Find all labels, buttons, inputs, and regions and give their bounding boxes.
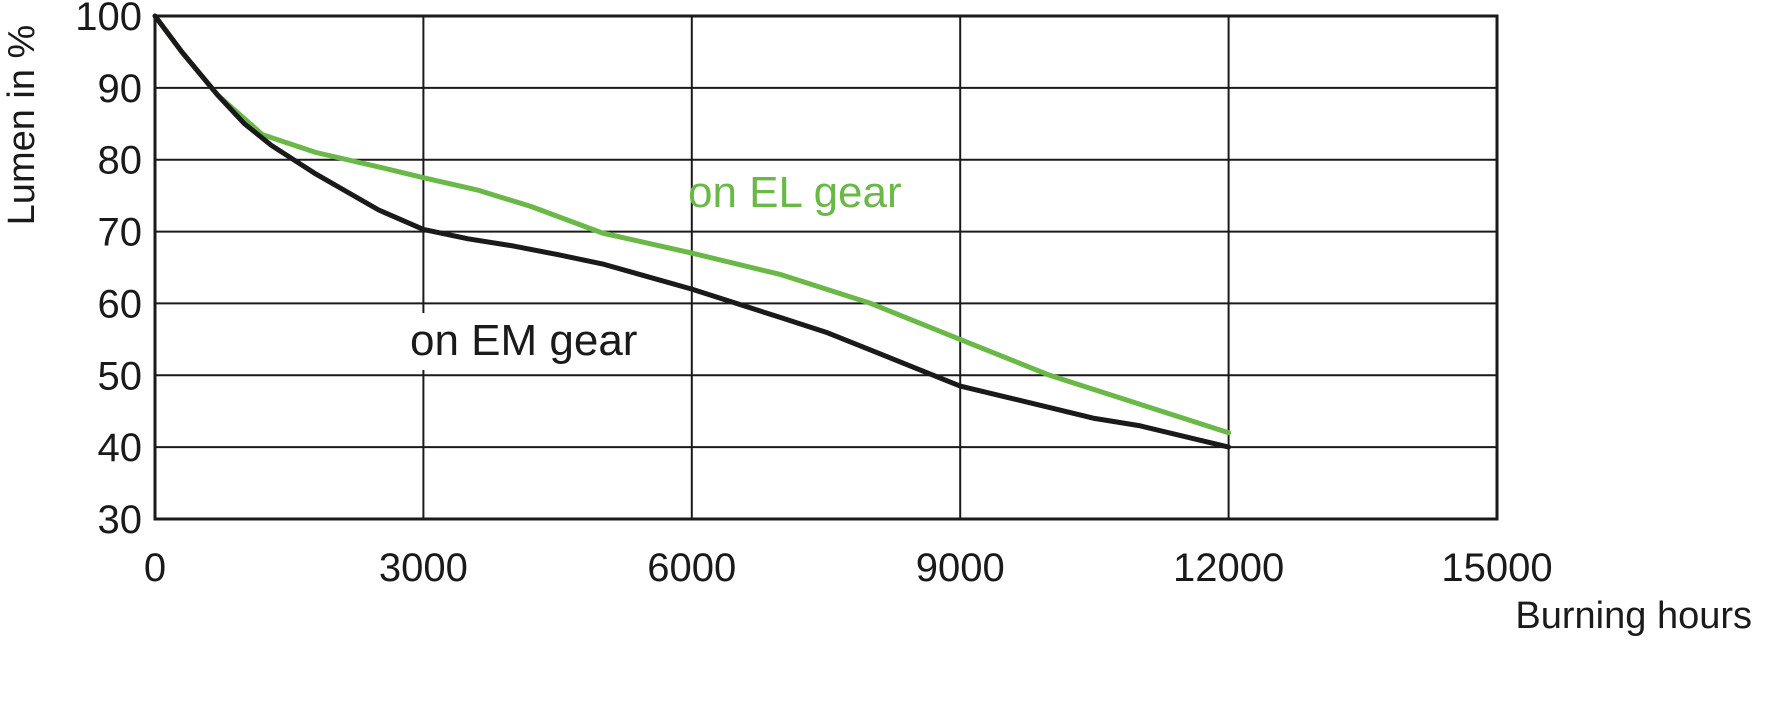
y-tick-label: 80	[98, 139, 143, 183]
axis-ticks: 30 40 50 60 70 80 90 100 0 3000 6000 9000 12000 15000	[75, 0, 1552, 590]
series-label-em-gear: on EM gear	[410, 316, 637, 365]
x-tick-label: 0	[144, 546, 166, 590]
grid-lines	[155, 16, 1497, 519]
y-axis-title: Lumen in %	[1, 25, 43, 226]
y-tick-label: 40	[98, 426, 143, 470]
y-tick-label: 60	[98, 282, 143, 326]
series-label-el-gear: on EL gear	[688, 168, 902, 217]
y-tick-label: 30	[98, 498, 143, 542]
x-tick-label: 12000	[1173, 546, 1284, 590]
y-tick-label: 100	[75, 0, 142, 39]
series-line-0	[152, 13, 1232, 436]
y-tick-label: 50	[98, 354, 143, 398]
x-axis-title: Burning hours	[1515, 595, 1752, 637]
plot-area-border	[153, 14, 1499, 521]
y-tick-label: 90	[98, 67, 143, 111]
y-tick-label: 70	[98, 211, 143, 255]
x-tick-label: 6000	[647, 546, 736, 590]
series-lines	[152, 13, 1232, 450]
x-tick-label: 9000	[916, 546, 1005, 590]
x-tick-label: 3000	[379, 546, 468, 590]
label-background	[403, 313, 688, 370]
series-line-1	[152, 13, 1232, 450]
x-tick-label: 15000	[1441, 546, 1552, 590]
